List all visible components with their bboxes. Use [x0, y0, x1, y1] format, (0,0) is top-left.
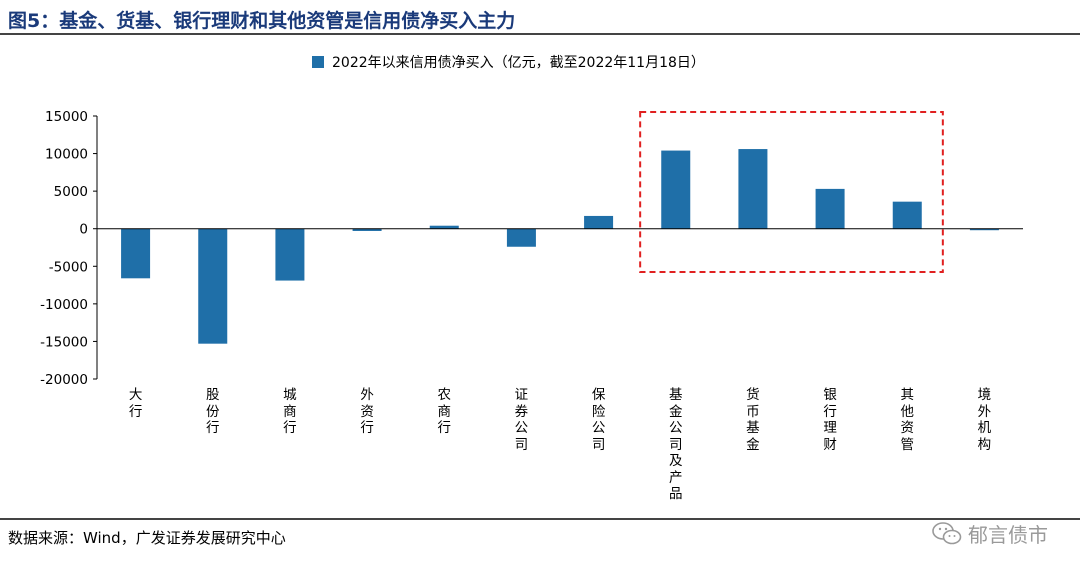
bar [429, 225, 459, 229]
x-tick-label: 境外机构 [977, 387, 992, 453]
x-tick-label: 农商行 [437, 387, 452, 436]
y-tick-label: 5000 [54, 184, 88, 200]
y-tick-label: 0 [79, 222, 88, 238]
y-tick-label: -15000 [40, 334, 88, 350]
bar [352, 228, 382, 231]
bar [275, 228, 305, 281]
source-note: 数据来源：Wind，广发证券发展研究中心 [8, 529, 286, 547]
watermark-text: 郁言债市 [968, 523, 1048, 547]
x-tick-label: 大行 [128, 387, 143, 420]
x-tick-label: 外资行 [360, 387, 374, 436]
bar [892, 201, 922, 229]
y-tick-label: -10000 [40, 297, 88, 313]
y-tick-label: 15000 [45, 109, 88, 125]
y-tick-label: 10000 [45, 147, 88, 163]
legend-swatch [312, 56, 324, 68]
y-tick-label: -5000 [49, 259, 88, 275]
x-tick-label: 基金公司及产品 [669, 387, 683, 502]
x-tick-label: 其他资管 [900, 387, 915, 453]
x-tick-label: 货币基金 [746, 387, 760, 453]
bar [506, 228, 536, 247]
legend-label: 2022年以来信用债净买入（亿元，截至2022年11月18日） [332, 55, 705, 71]
x-tick-label: 银行理财 [823, 387, 837, 453]
bar [969, 228, 999, 231]
bottom-rule [0, 518, 1080, 520]
watermark: 郁言债市 [932, 519, 1048, 548]
chart-legend: 2022年以来信用债净买入（亿元，截至2022年11月18日） [312, 52, 705, 72]
bar [738, 149, 768, 229]
bar [661, 150, 691, 229]
x-tick-label: 城商行 [283, 387, 297, 436]
wechat-icon [932, 521, 962, 544]
bar [198, 228, 228, 344]
bar [584, 215, 614, 229]
x-tick-label: 保险公司 [591, 387, 606, 453]
y-tick-label: -20000 [40, 372, 88, 388]
highlight-box [639, 111, 944, 273]
top-rule [0, 33, 1080, 35]
x-tick-label: 证券公司 [514, 387, 529, 453]
bar [815, 188, 845, 229]
bar [121, 228, 151, 279]
x-tick-label: 股份行 [206, 387, 220, 436]
figure-title: 图5：基金、货基、银行理财和其他资管是信用债净买入主力 [8, 10, 516, 32]
